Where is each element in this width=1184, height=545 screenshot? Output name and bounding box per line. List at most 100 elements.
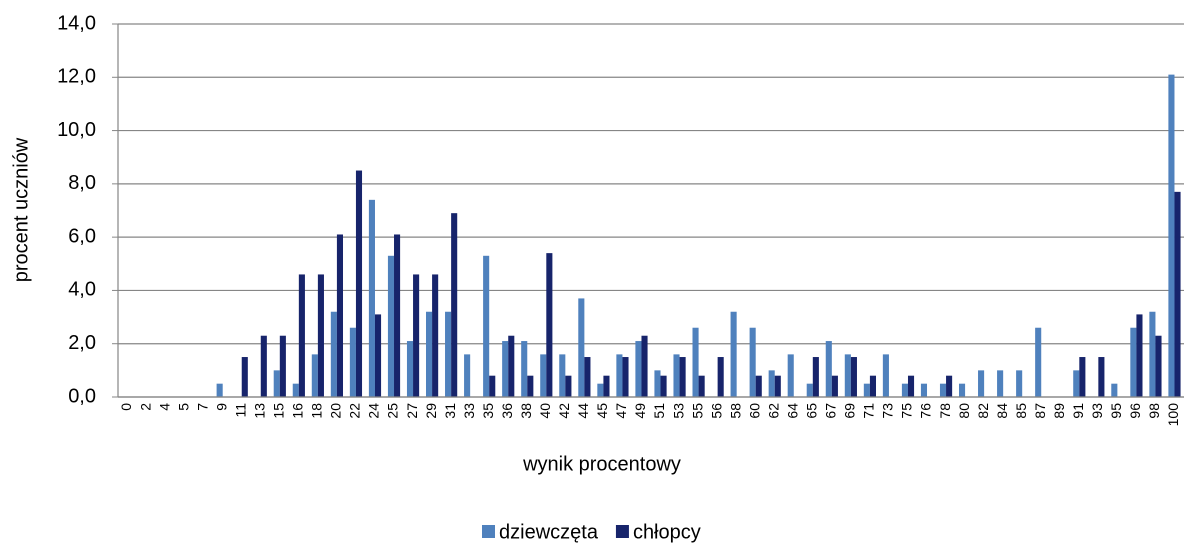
x-tick-label: 47 (613, 403, 629, 419)
bar (958, 383, 966, 397)
bar (749, 327, 756, 397)
bar (717, 357, 724, 397)
bar (1174, 191, 1181, 397)
bar (768, 370, 775, 397)
y-tick-label: 2,0 (68, 332, 96, 354)
bar (755, 375, 762, 397)
bar (622, 357, 629, 397)
x-tick-label: 40 (537, 403, 553, 419)
x-tick-label: 73 (880, 403, 896, 419)
x-tick-label: 36 (499, 403, 515, 419)
x-tick-label: 55 (689, 403, 705, 419)
bar (679, 357, 686, 397)
bar (978, 370, 985, 397)
bar (774, 375, 781, 397)
bar (368, 199, 375, 397)
bar (1073, 370, 1080, 397)
x-tick-label: 85 (1013, 403, 1029, 419)
bar (660, 375, 667, 397)
x-tick-label: 71 (861, 403, 877, 419)
bar (1079, 357, 1086, 397)
x-tick-label: 5 (175, 403, 191, 411)
bar (920, 383, 928, 397)
x-axis-title: wynik procentowy (522, 453, 681, 475)
x-tick-label: 56 (708, 403, 724, 419)
y-tick-label: 6,0 (68, 225, 96, 247)
y-tick-label: 10,0 (57, 119, 96, 141)
bar (901, 383, 908, 397)
bar (844, 354, 851, 397)
x-tick-label: 4 (156, 403, 172, 411)
bar (292, 383, 299, 397)
x-tick-label: 16 (290, 403, 306, 419)
bar (432, 274, 439, 397)
bar (597, 383, 604, 397)
x-tick-label: 89 (1051, 403, 1067, 419)
x-tick-label: 0 (118, 403, 134, 411)
bar (869, 375, 877, 397)
x-tick-label: 95 (1108, 403, 1124, 419)
x-tick-label: 75 (899, 403, 915, 419)
bar (387, 255, 395, 397)
legend-label: chłopcy (633, 521, 701, 543)
bar (451, 213, 458, 397)
y-tick-label: 14,0 (57, 12, 96, 34)
x-tick-label: 80 (956, 403, 972, 419)
bar (489, 375, 496, 397)
bar (508, 335, 515, 397)
bar (825, 341, 832, 397)
bar (1155, 335, 1162, 397)
x-tick-label: 9 (213, 403, 229, 411)
bar (863, 383, 870, 397)
bar (425, 311, 433, 397)
bar (616, 354, 623, 397)
x-tick-label: 96 (1127, 403, 1143, 419)
bar (330, 311, 337, 397)
x-tick-label: 44 (575, 403, 591, 419)
bar (831, 375, 838, 397)
x-tick-label: 76 (918, 403, 934, 419)
bar (692, 327, 699, 397)
x-tick-label: 2 (137, 403, 153, 411)
bar (1098, 357, 1105, 397)
bar (850, 357, 857, 397)
bar (317, 274, 324, 397)
bar (374, 314, 382, 397)
y-tick-label: 0,0 (68, 385, 96, 407)
y-tick-label: 12,0 (57, 66, 96, 88)
x-tick-label: 60 (746, 403, 762, 419)
bar (1130, 327, 1137, 397)
bar (635, 341, 642, 397)
x-tick-label: 82 (975, 403, 991, 419)
bar (1149, 311, 1156, 397)
x-tick-label: 98 (1146, 403, 1162, 419)
bar (336, 234, 344, 397)
bar (578, 298, 585, 397)
bar (464, 354, 471, 397)
bar (273, 370, 280, 397)
bar (394, 234, 401, 397)
bar (997, 370, 1004, 397)
bar (1111, 383, 1118, 397)
bar (413, 274, 420, 397)
bar (907, 375, 915, 397)
bar (1016, 370, 1023, 397)
x-tick-label: 22 (347, 403, 363, 419)
bar (216, 383, 223, 397)
bar (565, 375, 572, 397)
x-tick-label: 27 (404, 403, 420, 419)
x-tick-label: 13 (251, 403, 267, 419)
x-tick-label: 7 (194, 403, 210, 411)
bar (806, 383, 813, 397)
bar (546, 253, 553, 397)
x-tick-label: 35 (480, 403, 496, 419)
x-tick-label: 42 (556, 403, 572, 419)
legend-swatch (482, 525, 495, 538)
bar (603, 375, 610, 397)
bar (946, 375, 953, 397)
x-tick-label: 67 (823, 403, 839, 419)
bar (355, 170, 363, 397)
bar (241, 357, 248, 397)
bar (521, 341, 528, 397)
